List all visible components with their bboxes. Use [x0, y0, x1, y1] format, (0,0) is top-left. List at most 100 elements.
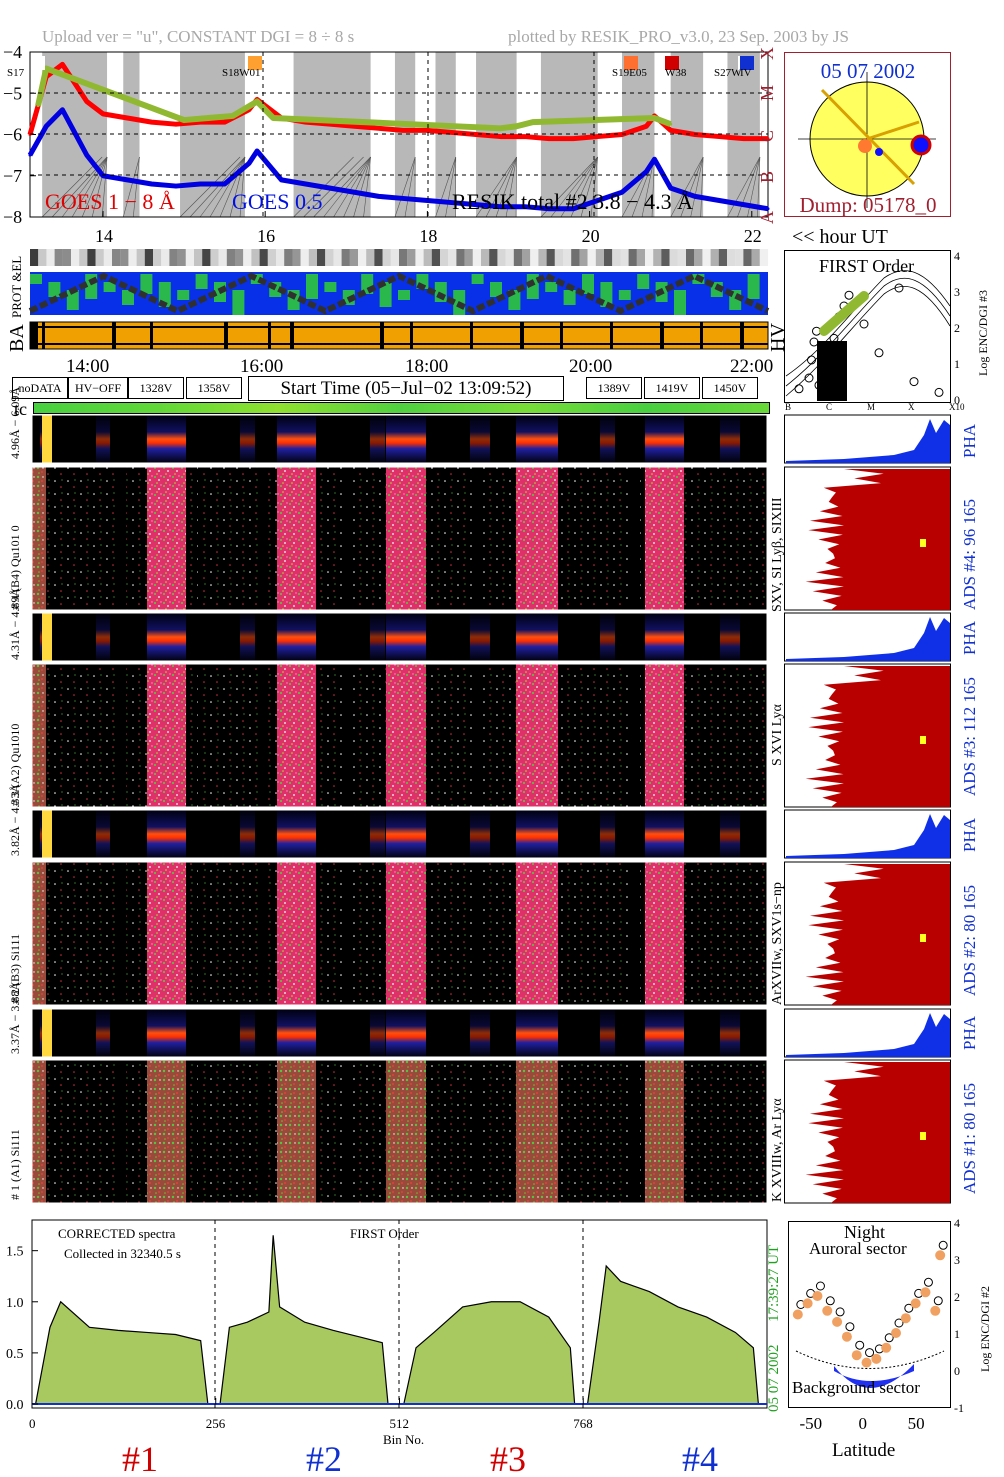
ba-gap — [560, 322, 563, 349]
hatch — [41, 156, 103, 218]
gray-cell — [431, 249, 441, 266]
pha-band — [516, 810, 558, 858]
active-region-marker — [858, 139, 872, 153]
first-order-ytick: 3 — [954, 285, 960, 299]
gray-cell — [612, 249, 621, 266]
ads-dense-band — [516, 664, 558, 807]
ads-dense-band — [386, 467, 426, 610]
gray-cell — [743, 249, 752, 266]
gray-cell — [325, 249, 334, 266]
first-order-ytick: 0 — [954, 393, 960, 407]
goes-ytick-label: −8 — [3, 207, 22, 227]
tc-label: tc — [14, 399, 27, 419]
first-order-scatter: FIRST Order 4 3 2 1 0 B C M X X10 — [784, 249, 965, 412]
ads-edge — [32, 1060, 46, 1203]
prot-el-patch — [122, 290, 134, 305]
ads-dense-band — [516, 862, 558, 1005]
first-order-ylabel: Log ENC/DGI #3 — [976, 290, 990, 376]
first-order-point — [794, 384, 804, 394]
ba-gap — [470, 322, 473, 349]
goes-point — [474, 203, 478, 207]
gray-cell — [284, 249, 293, 266]
gray-cell — [366, 249, 375, 266]
goes-point — [304, 182, 308, 186]
hatch — [680, 156, 704, 218]
ads-dense-band — [277, 1060, 316, 1203]
first-order-point — [814, 380, 824, 390]
pha-band — [645, 415, 684, 463]
goes-point — [28, 153, 32, 157]
latitude-point — [802, 1298, 813, 1309]
gray-cell — [448, 249, 457, 266]
legend-1358v: 1358V — [186, 377, 242, 399]
hatch — [641, 156, 655, 218]
ads-histogram — [805, 1062, 950, 1203]
goes-point — [255, 100, 259, 103]
gray-cell — [694, 249, 703, 266]
pha-band-weak — [96, 1009, 110, 1057]
legend-resik-total: RESIK total #2 3.8 − 4.3 Å — [452, 189, 693, 214]
plotted-by-label: plotted by RESIK_PRO_v3.0, 23 Sep. 2003 … — [508, 27, 849, 46]
gray-cell — [251, 249, 260, 266]
pha-bright-stripe — [42, 1009, 52, 1057]
pha-histogram — [786, 1013, 950, 1057]
ads-gap — [476, 862, 480, 1005]
gray-cell — [456, 249, 465, 266]
saa-label: W38 — [665, 67, 687, 79]
hatch — [132, 156, 140, 218]
gray-cell — [292, 249, 301, 266]
gray-cell — [677, 249, 687, 266]
ch1-main-label: # 1 (A1) Si111 — [8, 1129, 22, 1200]
first-order-point — [829, 333, 839, 343]
sun-disk-panel: 05 07 2002 Dump: 05178_0 — [784, 52, 951, 217]
prot-el-patch — [140, 274, 153, 294]
time-tick-2000: 20:00 — [569, 356, 613, 377]
pha-band — [386, 810, 426, 858]
ads-gap — [346, 467, 350, 610]
gray-cell — [735, 249, 744, 266]
ch1-lines-label: K XVIIIw, Ar Lyα — [770, 1098, 785, 1202]
saa-marker — [740, 56, 754, 70]
gray-cell — [128, 249, 137, 266]
goes-point — [377, 126, 381, 130]
pha-band — [516, 1009, 558, 1057]
ads-gap — [198, 1060, 202, 1203]
saa-marker — [624, 56, 638, 70]
ads-gap — [262, 1060, 268, 1203]
first-order-point — [807, 355, 816, 365]
saa-marker — [248, 56, 262, 70]
gray-cell — [210, 249, 219, 266]
ads-gap — [476, 664, 480, 807]
goes-point — [223, 182, 227, 186]
goes-point — [742, 137, 746, 141]
ads-histogram — [805, 864, 950, 1005]
hatch — [313, 156, 371, 218]
spectrogram-frame — [31, 809, 768, 859]
prot-el-gray-strip — [30, 249, 769, 266]
ch4-lines-label: SXV, SI Lyβ, SIXIII — [770, 497, 785, 612]
prot-el-patch — [674, 290, 686, 315]
hatch — [179, 156, 241, 218]
legend-goes-05: GOES 0.5 — [232, 189, 322, 214]
goes-point — [450, 130, 454, 134]
goes-ytick-label: −7 — [3, 166, 22, 186]
gray-cell — [390, 249, 400, 266]
pha-band — [277, 613, 316, 661]
pha-band-weak — [600, 810, 615, 858]
gray-cell — [481, 249, 490, 266]
goes-xtick-label: 16 — [257, 226, 275, 246]
ch1-pha-label: 3.37Å − 3.88Å — [8, 981, 22, 1054]
gray-cell — [513, 249, 523, 266]
spectra-ytick-label: 0.5 — [6, 1347, 24, 1362]
gray-cell — [169, 249, 178, 266]
prot-el-patch — [526, 274, 539, 299]
saa-label: S27W — [714, 67, 742, 79]
goes-point — [531, 120, 535, 124]
ads-dense-band — [645, 862, 684, 1005]
gray-cell — [136, 249, 145, 266]
prot-el-patch — [66, 290, 79, 310]
ba-line — [30, 343, 768, 345]
gray-cell — [202, 249, 211, 266]
ads-gap — [346, 1060, 350, 1203]
goes-point — [571, 137, 575, 141]
